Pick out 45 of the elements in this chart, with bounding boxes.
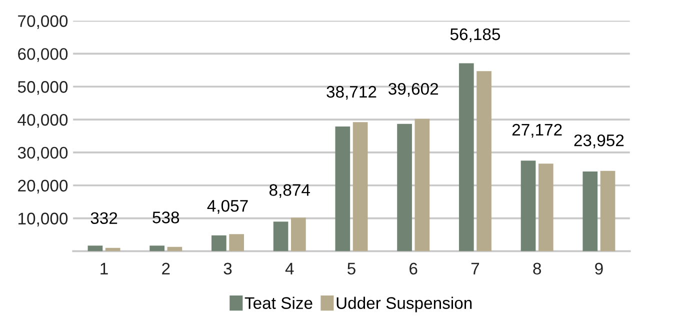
annotation: 38,712 — [326, 86, 376, 100]
y-tick-label: 20,000 — [18, 180, 68, 194]
bar — [167, 246, 182, 252]
annotation: 23,952 — [574, 134, 624, 148]
x-tick-label: 5 — [348, 262, 356, 275]
y-tick-label: 50,000 — [18, 81, 68, 95]
x-tick-label: 9 — [595, 262, 603, 275]
annotation: 27,172 — [512, 124, 562, 138]
annotation: 8,874 — [269, 184, 310, 198]
bar — [212, 235, 226, 252]
y-tick-label: 10,000 — [18, 212, 68, 226]
y-tick-label: 40,000 — [18, 114, 68, 128]
bar — [476, 71, 492, 252]
x-tick-label: 4 — [285, 262, 294, 274]
annotation: 4,057 — [207, 200, 248, 214]
y-tick-label: 70,000 — [18, 15, 68, 29]
bar — [582, 172, 598, 252]
bar — [273, 222, 288, 252]
bar — [397, 124, 412, 252]
annotation: 538 — [152, 212, 180, 224]
x-tick-label: 2 — [162, 262, 170, 274]
bar — [458, 63, 474, 252]
x-tick-label: 7 — [471, 262, 480, 274]
bar — [291, 218, 306, 252]
bar — [229, 234, 244, 252]
legend-label: Udder Suspension — [336, 296, 472, 312]
bar — [600, 170, 616, 252]
x-tick-label: 1 — [100, 262, 108, 274]
legend-label: Teat Size — [244, 296, 312, 309]
bar — [538, 164, 554, 252]
x-tick-label: 3 — [224, 262, 232, 275]
annotation: 56,185 — [450, 28, 500, 42]
y-tick-label: 60,000 — [18, 48, 68, 62]
annotation: 332 — [90, 212, 118, 224]
bar — [520, 160, 536, 252]
x-tick-label: 6 — [410, 262, 418, 275]
x-tick-label: 8 — [533, 262, 541, 275]
bar — [105, 248, 120, 252]
bar — [88, 246, 103, 252]
bar — [414, 118, 430, 252]
annotation: 39,602 — [388, 82, 438, 97]
y-tick-label: 30,000 — [18, 146, 68, 161]
bar — [352, 122, 368, 252]
bar — [150, 246, 164, 252]
bar — [335, 126, 350, 252]
